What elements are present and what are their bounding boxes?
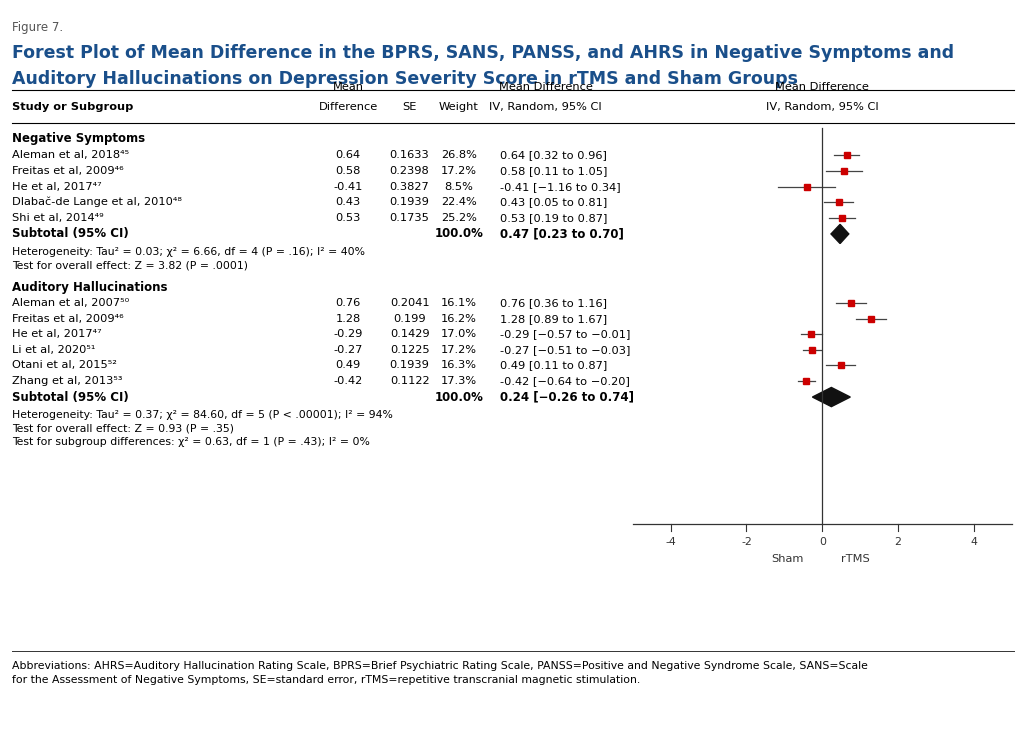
Text: 0.53: 0.53 [336,213,360,223]
Text: 0.24 [−0.26 to 0.74]: 0.24 [−0.26 to 0.74] [500,390,634,404]
Text: 16.1%: 16.1% [440,298,477,308]
Text: He et al, 2017⁴⁷: He et al, 2017⁴⁷ [12,329,102,339]
Text: 16.3%: 16.3% [440,360,477,370]
Text: Aleman et al, 2018⁴⁵: Aleman et al, 2018⁴⁵ [12,150,129,160]
Text: 0.64: 0.64 [336,150,360,160]
Text: IV, Random, 95% CI: IV, Random, 95% CI [766,102,879,112]
Text: Li et al, 2020⁵¹: Li et al, 2020⁵¹ [12,345,95,355]
Polygon shape [831,224,849,244]
Text: 17.3%: 17.3% [440,376,477,386]
Text: 0.76 [0.36 to 1.16]: 0.76 [0.36 to 1.16] [500,298,606,308]
Text: 0.1633: 0.1633 [390,150,429,160]
Text: -0.27: -0.27 [334,345,362,355]
Text: 0.47 [0.23 to 0.70]: 0.47 [0.23 to 0.70] [500,227,624,241]
Text: 0.58 [0.11 to 1.05]: 0.58 [0.11 to 1.05] [500,166,607,176]
Text: Freitas et al, 2009⁴⁶: Freitas et al, 2009⁴⁶ [12,166,124,176]
Text: 8.5%: 8.5% [444,182,473,192]
Text: 0.1122: 0.1122 [390,376,429,386]
Text: 0.2398: 0.2398 [390,166,429,176]
Text: Otani et al, 2015⁵²: Otani et al, 2015⁵² [12,360,117,370]
Text: 0.53 [0.19 to 0.87]: 0.53 [0.19 to 0.87] [500,213,607,223]
Text: -0.41: -0.41 [334,182,362,192]
Text: Aleman et al, 2007⁵⁰: Aleman et al, 2007⁵⁰ [12,298,130,308]
Text: -0.42 [−0.64 to −0.20]: -0.42 [−0.64 to −0.20] [500,376,630,386]
Text: Study or Subgroup: Study or Subgroup [12,102,134,112]
Text: Freitas et al, 2009⁴⁶: Freitas et al, 2009⁴⁶ [12,314,124,324]
Text: 1.28 [0.89 to 1.67]: 1.28 [0.89 to 1.67] [500,314,607,324]
Text: 0.1939: 0.1939 [390,197,429,207]
Text: -0.29: -0.29 [334,329,362,339]
Text: Dlabač-de Lange et al, 2010⁴⁸: Dlabač-de Lange et al, 2010⁴⁸ [12,197,182,207]
Text: for the Assessment of Negative Symptoms, SE=standard error, rTMS=repetitive tran: for the Assessment of Negative Symptoms,… [12,675,641,686]
Text: Sham: Sham [771,554,803,564]
Text: -4: -4 [666,537,676,548]
Text: SE: SE [402,102,417,112]
Text: Auditory Hallucinations: Auditory Hallucinations [12,281,168,294]
Text: Heterogeneity: Tau² = 0.37; χ² = 84.60, df = 5 (P < .00001); I² = 94%: Heterogeneity: Tau² = 0.37; χ² = 84.60, … [12,410,393,421]
Polygon shape [812,387,850,407]
Text: 17.0%: 17.0% [440,329,477,339]
Text: He et al, 2017⁴⁷: He et al, 2017⁴⁷ [12,182,102,192]
Text: Test for overall effect: Z = 0.93 (P = .35): Test for overall effect: Z = 0.93 (P = .… [12,424,234,434]
Text: -0.27 [−0.51 to −0.03]: -0.27 [−0.51 to −0.03] [500,345,630,355]
Text: 0.49: 0.49 [336,360,360,370]
Text: -0.41 [−1.16 to 0.34]: -0.41 [−1.16 to 0.34] [500,182,621,192]
Text: Difference: Difference [318,102,378,112]
Text: 100.0%: 100.0% [434,227,483,241]
Text: Subtotal (95% CI): Subtotal (95% CI) [12,227,129,241]
Text: rTMS: rTMS [842,554,870,564]
Text: 0.1429: 0.1429 [390,329,429,339]
Text: 4: 4 [971,537,977,548]
Text: -0.42: -0.42 [334,376,362,386]
Text: Auditory Hallucinations on Depression Severity Score in rTMS and Sham Groups: Auditory Hallucinations on Depression Se… [12,70,799,88]
Text: 16.2%: 16.2% [440,314,477,324]
Text: Subtotal (95% CI): Subtotal (95% CI) [12,390,129,404]
Text: Mean Difference: Mean Difference [499,82,593,92]
Text: 0.58: 0.58 [336,166,360,176]
Text: Test for overall effect: Z = 3.82 (P = .0001): Test for overall effect: Z = 3.82 (P = .… [12,261,248,271]
Text: 22.4%: 22.4% [441,197,476,207]
Text: Negative Symptoms: Negative Symptoms [12,132,145,145]
Text: 0.1939: 0.1939 [390,360,429,370]
Text: 0.2041: 0.2041 [390,298,429,308]
Text: 26.8%: 26.8% [440,150,477,160]
Text: Shi et al, 2014⁴⁹: Shi et al, 2014⁴⁹ [12,213,103,223]
Text: 0.43: 0.43 [336,197,360,207]
Text: 0: 0 [819,537,825,548]
Text: 0.1735: 0.1735 [390,213,429,223]
Text: Figure 7.: Figure 7. [12,21,63,34]
Text: Weight: Weight [439,102,478,112]
Text: 1.28: 1.28 [336,314,360,324]
Text: 0.49 [0.11 to 0.87]: 0.49 [0.11 to 0.87] [500,360,607,370]
Text: 2: 2 [895,537,901,548]
Text: -0.29 [−0.57 to −0.01]: -0.29 [−0.57 to −0.01] [500,329,630,339]
Text: 0.76: 0.76 [336,298,360,308]
Text: Abbreviations: AHRS=Auditory Hallucination Rating Scale, BPRS=Brief Psychiatric : Abbreviations: AHRS=Auditory Hallucinati… [12,661,868,671]
Text: 25.2%: 25.2% [440,213,477,223]
Text: Heterogeneity: Tau² = 0.03; χ² = 6.66, df = 4 (P = .16); I² = 40%: Heterogeneity: Tau² = 0.03; χ² = 6.66, d… [12,247,366,258]
Text: 0.199: 0.199 [393,314,426,324]
Text: Mean Difference: Mean Difference [775,82,869,92]
Text: Mean: Mean [333,82,364,92]
Text: 0.64 [0.32 to 0.96]: 0.64 [0.32 to 0.96] [500,150,606,160]
Text: 17.2%: 17.2% [440,345,477,355]
Text: 17.2%: 17.2% [440,166,477,176]
Text: 0.43 [0.05 to 0.81]: 0.43 [0.05 to 0.81] [500,197,607,207]
Text: Zhang et al, 2013⁵³: Zhang et al, 2013⁵³ [12,376,123,386]
Text: 100.0%: 100.0% [434,390,483,404]
Text: IV, Random, 95% CI: IV, Random, 95% CI [489,102,602,112]
Text: Forest Plot of Mean Difference in the BPRS, SANS, PANSS, and AHRS in Negative Sy: Forest Plot of Mean Difference in the BP… [12,44,954,62]
Text: 0.1225: 0.1225 [390,345,429,355]
Text: 0.3827: 0.3827 [390,182,429,192]
Text: -2: -2 [741,537,752,548]
Text: Test for subgroup differences: χ² = 0.63, df = 1 (P = .43); I² = 0%: Test for subgroup differences: χ² = 0.63… [12,437,370,447]
